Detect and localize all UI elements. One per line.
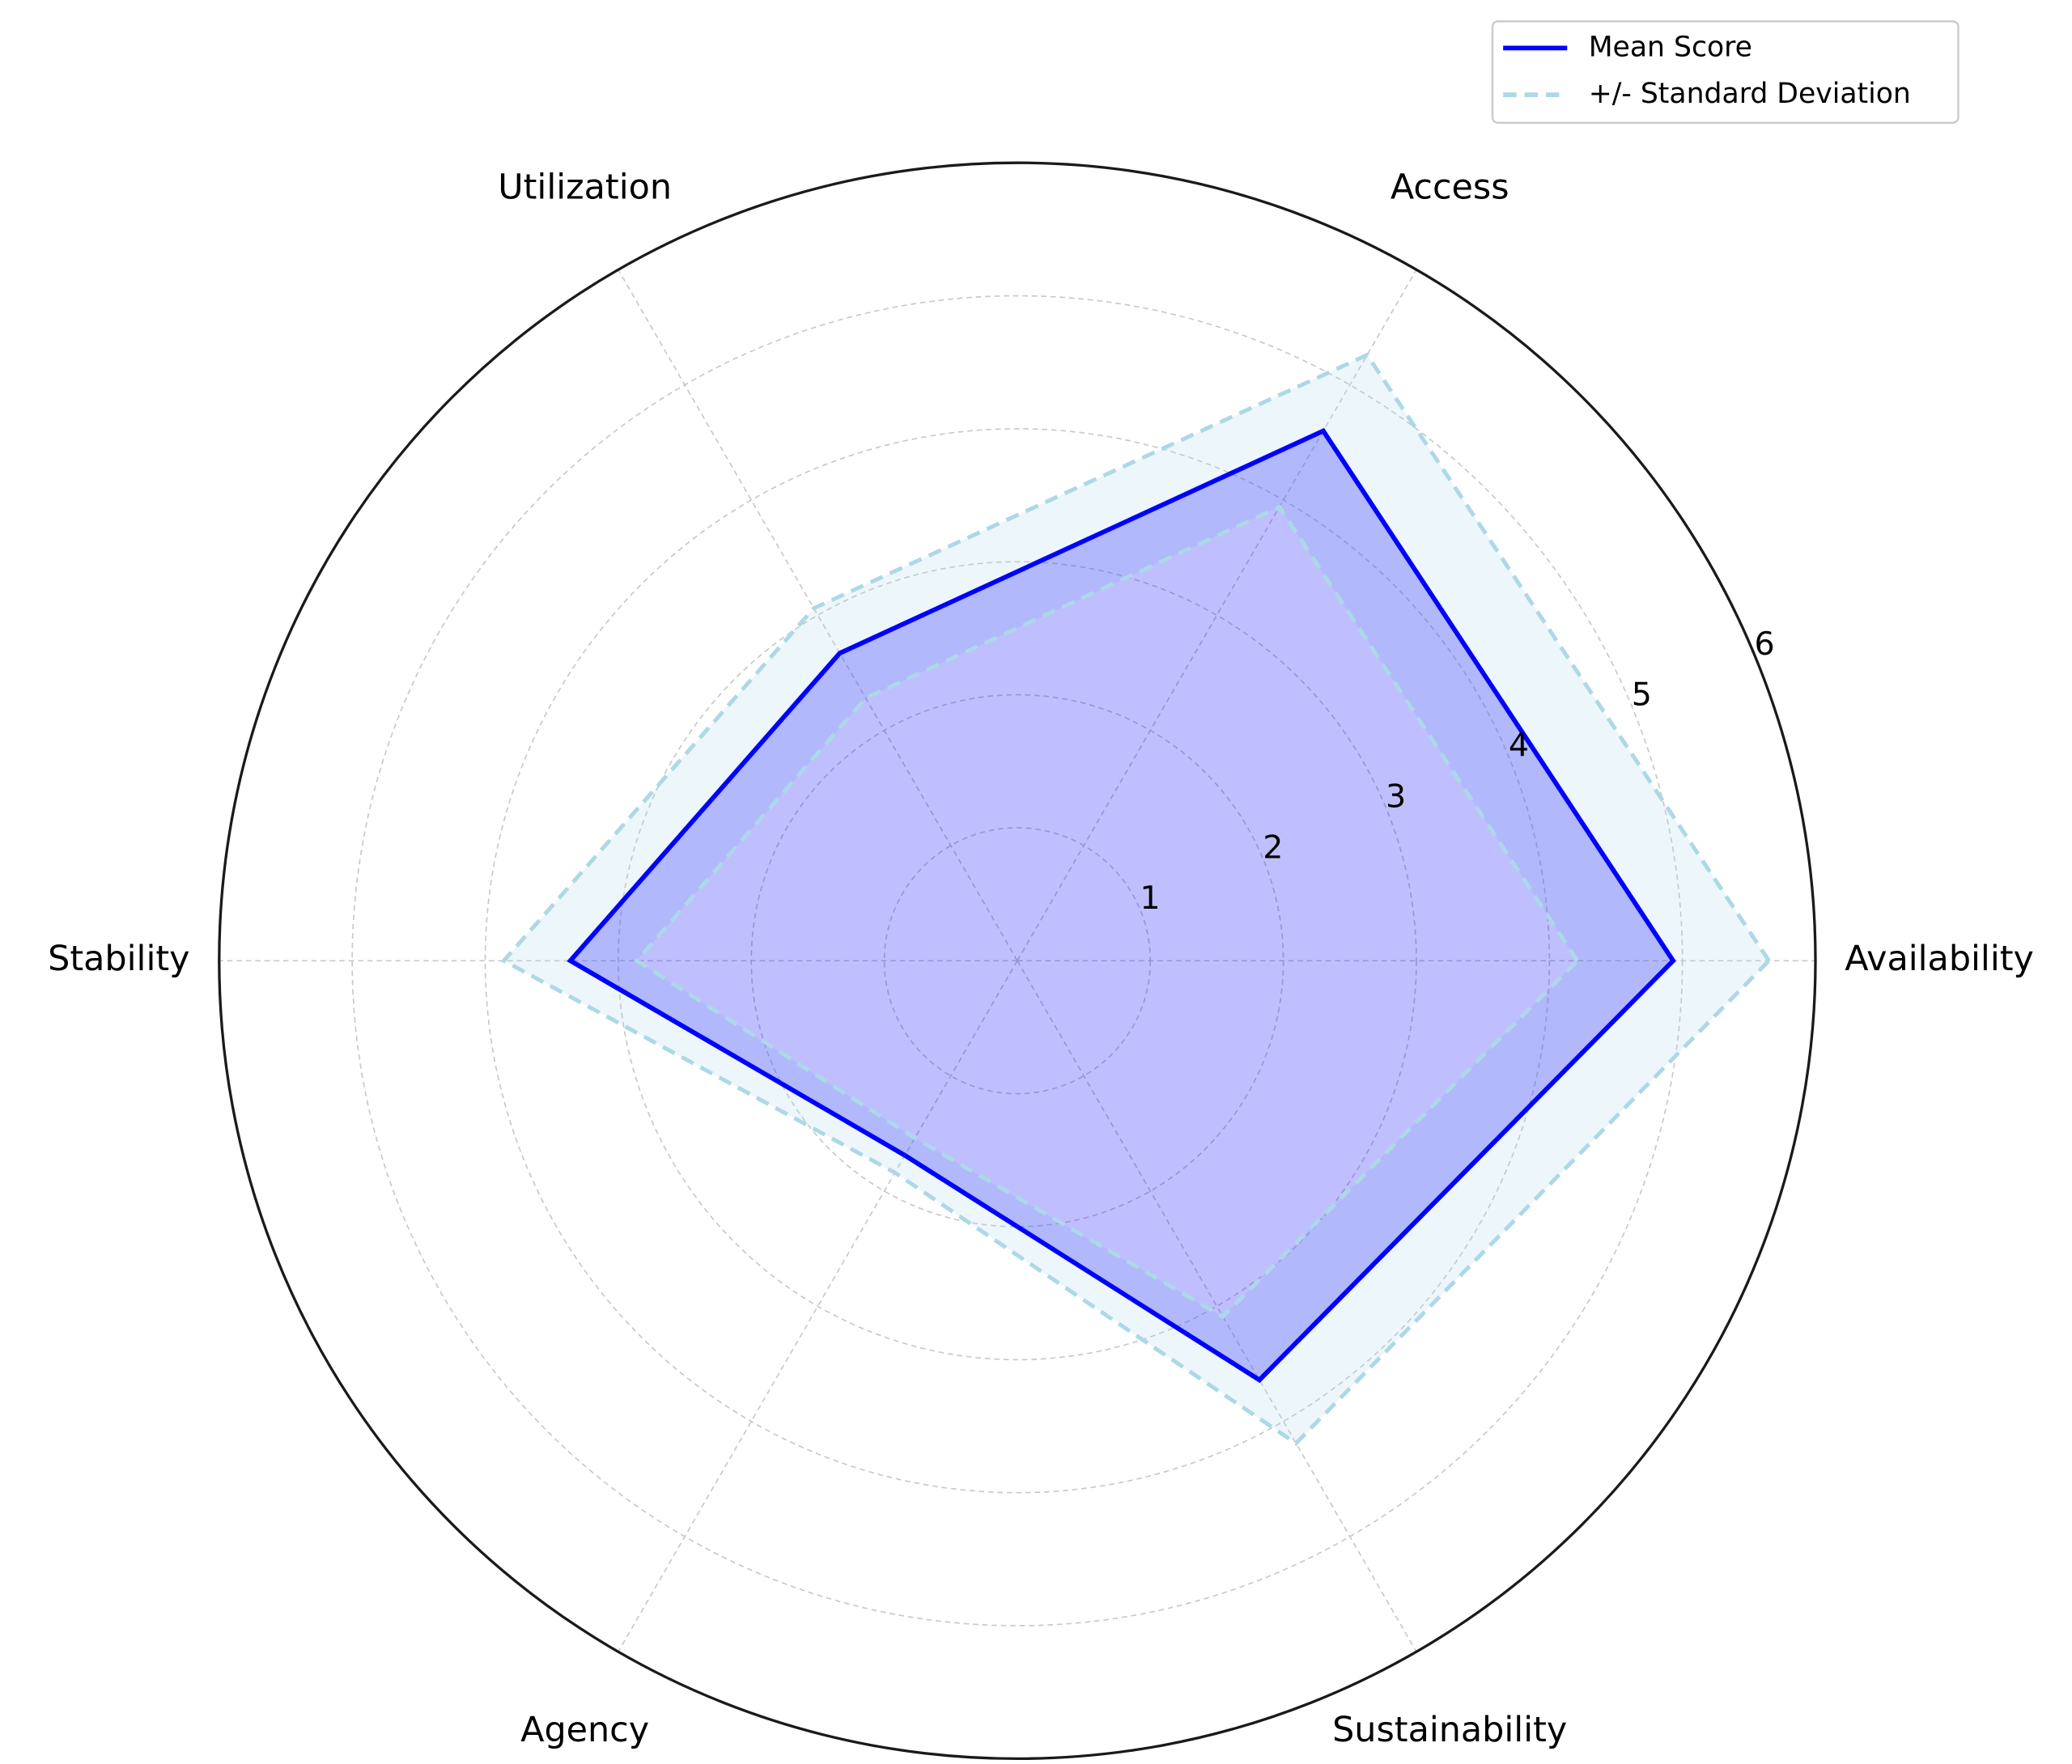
r-tick-label: 6 [1755, 625, 1775, 663]
outer-ring [218, 161, 1817, 1761]
category-label: Availability [1845, 939, 2034, 979]
mean-line [567, 427, 1676, 1384]
r-tick-label: 1 [1140, 880, 1160, 917]
std-lower-line [634, 504, 1581, 1320]
grid-ring [484, 428, 1551, 1494]
legend-box [1491, 20, 1959, 124]
spoke [618, 269, 1018, 961]
std-upper-line [500, 352, 1772, 1446]
legend-label: Mean Score [1589, 31, 1752, 63]
category-label: Utilization [498, 167, 672, 208]
r-tick-label: 5 [1632, 676, 1652, 714]
r-tick-label: 3 [1386, 778, 1406, 815]
category-label: Agency [520, 1710, 649, 1750]
legend: Mean Score +/- Standard Deviation [1491, 20, 1959, 124]
r-tick-label: 2 [1263, 829, 1283, 866]
spoke [1017, 269, 1417, 961]
mean-area [570, 430, 1674, 1380]
category-label: Stability [48, 939, 189, 979]
spoke [1017, 960, 1417, 1652]
category-label: Sustainability [1332, 1710, 1567, 1750]
legend-label: +/- Standard Deviation [1589, 78, 1911, 110]
category-label: Access [1391, 167, 1509, 208]
grid-ring [618, 561, 1417, 1361]
spoke [618, 960, 1018, 1652]
r-tick-label: 4 [1509, 727, 1529, 765]
